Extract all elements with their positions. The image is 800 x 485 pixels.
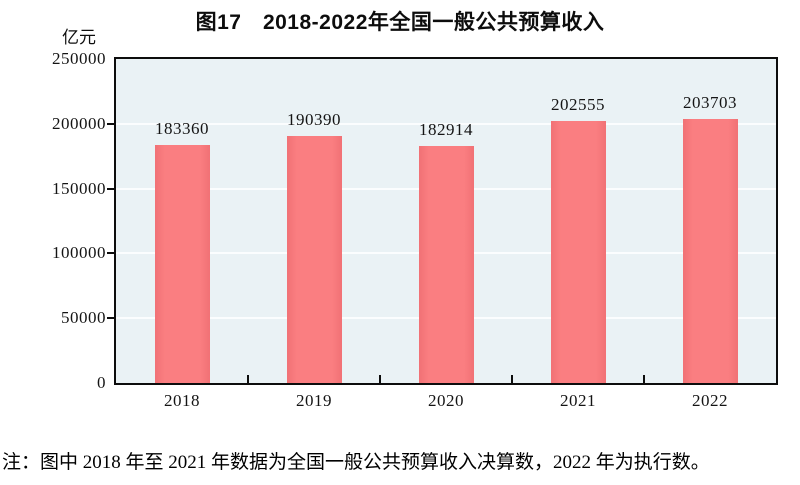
- bar-value-label: 202555: [551, 94, 605, 114]
- y-axis-tick-label: 50000: [61, 308, 106, 328]
- y-axis-tick-label: 200000: [52, 113, 106, 133]
- x-axis-tick: [247, 375, 249, 383]
- footnote: 注：图中 2018 年至 2021 年数据为全国一般公共预算收入决算数，2022…: [2, 452, 710, 473]
- y-axis-tick: [107, 317, 114, 320]
- x-axis-tick-label: 2021: [560, 391, 596, 410]
- y-axis-tick-label: 250000: [52, 49, 106, 68]
- x-axis-tick-label: 2022: [692, 391, 728, 410]
- x-axis-tick-label: 2019: [296, 391, 332, 410]
- bar-value-label: 183360: [155, 119, 209, 139]
- y-axis-tick: [107, 122, 114, 125]
- bar-2022: [682, 119, 738, 383]
- bar-chart-plot-area: 183360 190390 182914 202555 203703: [107, 57, 778, 385]
- bar-2020: [418, 145, 474, 383]
- y-axis-tick: [107, 187, 114, 190]
- chart-title: 图17 2018-2022年全国一般公共预算收入: [195, 11, 605, 34]
- bar-2021: [550, 120, 606, 383]
- x-axis-tick: [379, 375, 381, 383]
- y-axis-tick: [107, 252, 114, 255]
- y-axis-tick-label: 150000: [52, 178, 106, 198]
- y-axis-tick-labels: 0 50000 100000 150000 200000 250000: [0, 50, 106, 392]
- x-axis-tick-labels: 2018 2019 2020 2021 2022: [116, 391, 776, 413]
- x-axis-tick: [643, 375, 645, 383]
- bar-2018: [154, 145, 210, 383]
- y-axis-unit-label: 亿元: [62, 28, 96, 47]
- x-axis-tick-label: 2020: [428, 391, 464, 410]
- gridline: [116, 122, 776, 125]
- x-axis-tick-label: 2018: [164, 391, 200, 410]
- bar-value-label: 203703: [683, 93, 737, 113]
- y-axis-tick-label: 100000: [52, 243, 106, 263]
- y-axis-tick-label: 0: [97, 373, 106, 392]
- bar-value-label: 182914: [419, 119, 473, 139]
- bar-value-label: 190390: [287, 110, 341, 130]
- x-axis-tick: [511, 375, 513, 383]
- bar-2019: [286, 136, 342, 383]
